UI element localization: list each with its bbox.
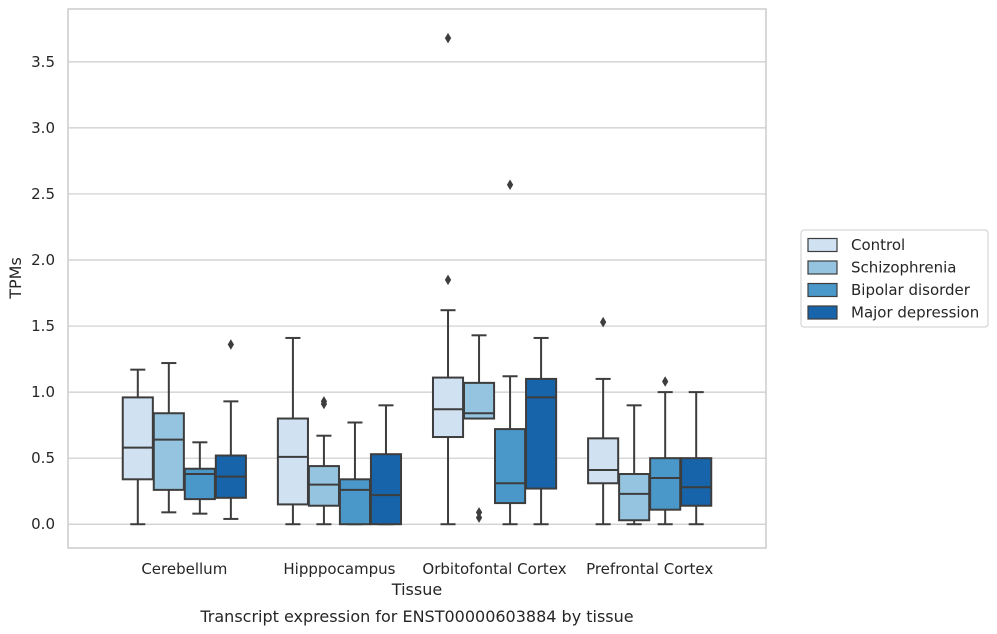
outlier-marker [444,32,452,44]
box-2-0 [431,32,465,526]
x-tick-labels: Cerebellum Hipppocampus Orbitofontal Corte… [141,560,713,578]
box-iqr [618,473,651,522]
outlier-marker [599,316,607,328]
box-1-3 [369,404,403,526]
box-1-0 [276,336,309,526]
box-iqr [121,396,154,481]
y-axis-title: TPMs [6,257,25,300]
legend-label: Major depression [851,304,979,322]
legend-frame [800,229,989,328]
legend-swatch [807,305,838,320]
box-iqr [494,428,527,505]
box-iqr [276,417,309,506]
legend-label: Schizophrenia [851,259,956,277]
outlier-marker [444,274,452,286]
y-tick-label: 1.5 [31,317,55,335]
box-3-1 [618,404,651,526]
y-tick-label: 0.5 [31,449,55,467]
box-iqr [369,453,403,526]
y-tick-label: 1.0 [31,383,55,401]
legend: Control Schizophrenia Bipolar disorder Majo… [800,229,989,328]
box-iqr [152,412,185,491]
box-iqr [649,457,682,511]
box-0-0 [121,368,154,526]
box-0-1 [152,362,185,514]
legend-label: Bipolar disorder [851,281,971,299]
box-2-3 [525,336,558,526]
x-tick-label: Orbitofontal Cortex [422,560,566,578]
legend-swatch [807,260,838,275]
y-tick-label: 0.0 [31,515,55,533]
x-axis-title: Tissue [391,580,442,599]
y-tick-label: 2.5 [31,185,55,203]
box-iqr [587,437,620,485]
y-tick-labels: 0.0 0.5 1.0 1.5 2.0 2.5 3.0 3.5 [31,53,55,533]
box-2-2 [494,179,527,526]
legend-swatch [807,282,838,298]
boxes-layer [121,32,713,526]
box-3-0 [587,316,620,526]
legend-swatch [807,237,838,253]
box-iqr [680,457,713,507]
outlier-marker [506,179,514,190]
x-tick-label: Prefrontal Cortex [586,560,713,578]
outlier-marker [320,396,328,407]
box-0-3 [214,339,247,520]
outlier-marker [662,376,669,387]
y-tick-label: 3.5 [31,53,55,71]
x-tick-label: Hipppocampus [283,560,395,578]
box-iqr [307,465,340,507]
plot-area-frame [67,8,767,549]
outlier-marker [227,339,235,350]
outlier-marker [475,507,483,518]
box-3-3 [680,391,713,526]
y-tick-label: 3.0 [31,119,55,137]
y-tick-label: 2.0 [31,251,55,269]
box-iqr [338,478,372,526]
outlier-marker [475,512,483,523]
legend-items: Control Schizophrenia Bipolar disorder Majo… [807,236,979,322]
box-2-1 [462,334,496,523]
x-tick-label: Cerebellum [141,560,227,578]
box-iqr [525,377,558,490]
chart-caption: Transcript expression for ENST0000060388… [199,607,633,626]
legend-label: Control [851,236,905,254]
box-3-2 [649,376,682,526]
box-0-2 [183,441,216,515]
box-iqr [431,376,465,439]
